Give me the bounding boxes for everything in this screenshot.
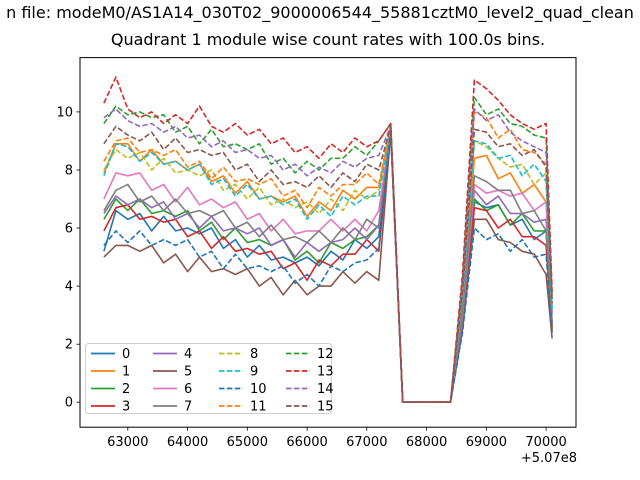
- axes-spines: [79, 57, 577, 428]
- legend-label-15: 15: [317, 400, 334, 415]
- legend-label-4: 4: [184, 347, 192, 362]
- y-tick-label: 4: [65, 280, 73, 295]
- series-line-9: [103, 125, 553, 404]
- x-axis-offset-text: +5.07e8: [520, 451, 577, 466]
- legend-label-1: 1: [122, 365, 130, 380]
- legend-label-3: 3: [122, 400, 130, 415]
- legend-label-13: 13: [317, 365, 334, 380]
- legend-label-2: 2: [122, 382, 130, 397]
- series-line-15: [103, 125, 553, 404]
- x-tick-label: 68000: [406, 435, 447, 450]
- series-line-8: [103, 125, 553, 404]
- x-tick-label: 66000: [286, 435, 327, 450]
- axes-title: Quadrant 1 module wise count rates with …: [110, 30, 546, 49]
- legend-label-8: 8: [250, 347, 258, 362]
- legend-label-0: 0: [122, 347, 130, 362]
- legend-label-9: 9: [250, 365, 258, 380]
- x-tick-label: 65000: [227, 435, 268, 450]
- legend-label-11: 11: [250, 400, 267, 415]
- legend-label-6: 6: [184, 382, 192, 397]
- series-line-6: [103, 128, 553, 404]
- legend-label-12: 12: [317, 347, 334, 362]
- series-line-10: [103, 131, 553, 404]
- x-tick-label: 67000: [346, 435, 387, 450]
- y-tick-label: 2: [65, 338, 73, 353]
- legend-box: [85, 343, 332, 414]
- x-tick-label: 70000: [525, 435, 566, 450]
- figure-suptitle: n file: modeM0/AS1A14_030T02_9000006544_…: [6, 3, 634, 22]
- series-line-11: [103, 111, 553, 404]
- series-line-13: [103, 76, 553, 404]
- legend-label-5: 5: [184, 365, 192, 380]
- y-tick-label: 10: [56, 105, 73, 120]
- y-tick-label: 0: [65, 396, 73, 411]
- legend-label-10: 10: [250, 382, 267, 397]
- legend-label-7: 7: [184, 400, 192, 415]
- series-line-5: [103, 131, 553, 404]
- y-tick-label: 6: [65, 222, 73, 237]
- x-tick-label: 64000: [167, 435, 208, 450]
- x-tick-label: 69000: [466, 435, 507, 450]
- y-tick-label: 8: [65, 164, 73, 179]
- series-line-7: [103, 128, 553, 404]
- x-tick-label: 63000: [107, 435, 148, 450]
- series-line-14: [103, 108, 553, 404]
- legend-label-14: 14: [317, 382, 334, 397]
